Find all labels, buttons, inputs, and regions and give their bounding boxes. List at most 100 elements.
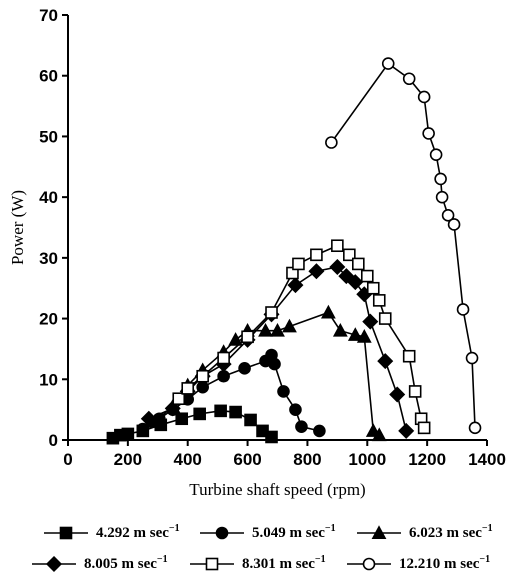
data-point (311, 249, 322, 260)
legend-swatch-marker (364, 559, 375, 570)
legend-swatch (188, 554, 236, 574)
data-point (383, 58, 394, 69)
data-point (449, 219, 460, 230)
data-point (334, 325, 346, 336)
legend-swatch-marker (61, 528, 72, 539)
data-point (173, 393, 184, 404)
data-point (399, 424, 413, 438)
legend-label: 5.049 m sec−1 (252, 525, 336, 542)
data-point (470, 422, 481, 433)
legend-label-text: 5.049 m sec (252, 525, 325, 541)
series-line (143, 355, 320, 431)
data-point (283, 320, 295, 331)
data-point (435, 173, 446, 184)
data-point (368, 283, 379, 294)
data-point (218, 371, 229, 382)
legend-label-exponent: −1 (169, 523, 180, 534)
series-line (331, 64, 475, 428)
legend-item: 12.210 m sec−1 (345, 553, 490, 575)
legend-label-exponent: −1 (325, 523, 336, 534)
legend-label-exponent: −1 (157, 554, 168, 565)
data-point (122, 428, 133, 439)
data-point (176, 413, 187, 424)
y-tick-label: 30 (39, 249, 58, 268)
x-tick-label: 800 (293, 450, 321, 469)
data-point (310, 264, 324, 278)
legend-item: 5.049 m sec−1 (198, 522, 336, 544)
y-tick-label: 20 (39, 310, 58, 329)
data-point (326, 137, 337, 148)
data-point (218, 353, 229, 364)
x-tick-label: 200 (114, 450, 142, 469)
legend-label-text: 12.210 m sec (399, 556, 479, 572)
legend-label: 8.005 m sec−1 (84, 556, 168, 573)
series-line (179, 246, 424, 428)
x-axis-label: Turbine shaft speed (rpm) (189, 480, 365, 499)
y-tick-label: 10 (39, 370, 58, 389)
data-point (194, 408, 205, 419)
data-point (419, 91, 430, 102)
data-point (266, 431, 277, 442)
y-tick-label: 50 (39, 127, 58, 146)
data-point (137, 424, 148, 435)
data-point (353, 258, 364, 269)
data-point (293, 258, 304, 269)
data-point (230, 407, 241, 418)
legend-swatch (30, 554, 78, 574)
data-point (380, 313, 391, 324)
data-point (404, 351, 415, 362)
chart-svg: 0 10 20 30 40 50 60 70 0 200 400 600 800 1000 1200 1400… (0, 0, 523, 516)
data-point (467, 353, 478, 364)
x-tick-label: 400 (174, 450, 202, 469)
legend-swatch-marker (207, 559, 218, 570)
data-point (374, 295, 385, 306)
x-tick-label: 1200 (408, 450, 446, 469)
data-point (378, 354, 392, 368)
legend-label-text: 8.301 m sec (242, 556, 315, 572)
data-point (437, 192, 448, 203)
y-axis-label: Power (W) (8, 190, 27, 265)
legend-swatch (355, 523, 403, 543)
data-point (410, 386, 421, 397)
legend-label: 8.301 m sec−1 (242, 556, 326, 573)
legend-label-text: 8.005 m sec (84, 556, 157, 572)
x-tick-label: 600 (233, 450, 261, 469)
y-tick-label: 0 (49, 431, 58, 450)
x-tick-label: 0 (63, 450, 72, 469)
data-point (197, 371, 208, 382)
x-tick-label: 1000 (348, 450, 386, 469)
data-point (362, 271, 373, 282)
legend-item: 8.301 m sec−1 (188, 553, 326, 575)
series-5 (173, 240, 429, 433)
data-point (242, 331, 253, 342)
data-point (215, 405, 226, 416)
legend-label: 6.023 m sec−1 (409, 525, 493, 542)
y-tick-label: 40 (39, 188, 58, 207)
legend-label-exponent: −1 (315, 554, 326, 565)
legend-swatch (345, 554, 393, 574)
series-6 (326, 58, 481, 433)
data-point (390, 388, 404, 402)
legend-swatch (198, 523, 246, 543)
data-point (266, 307, 277, 318)
data-point (290, 404, 301, 415)
legend-swatch-marker (217, 528, 228, 539)
data-point (332, 240, 343, 251)
data-point (245, 414, 256, 425)
y-tick-label: 70 (39, 6, 58, 25)
data-point (363, 315, 377, 329)
series-1 (107, 405, 277, 443)
x-tick-label: 1400 (468, 450, 506, 469)
data-point (182, 383, 193, 394)
legend-swatch-marker (47, 557, 61, 571)
legend-swatch (42, 523, 90, 543)
data-point (419, 422, 430, 433)
data-point (322, 306, 334, 317)
data-point (458, 304, 469, 315)
legend-label-text: 4.292 m sec (96, 525, 169, 541)
data-point (431, 149, 442, 160)
data-point (278, 386, 289, 397)
legend-item: 8.005 m sec−1 (30, 553, 168, 575)
legend: 4.292 m sec−1 5.049 m sec−1 6.023 m sec−1 8… (0, 516, 523, 579)
legend-label-exponent: −1 (479, 554, 490, 565)
